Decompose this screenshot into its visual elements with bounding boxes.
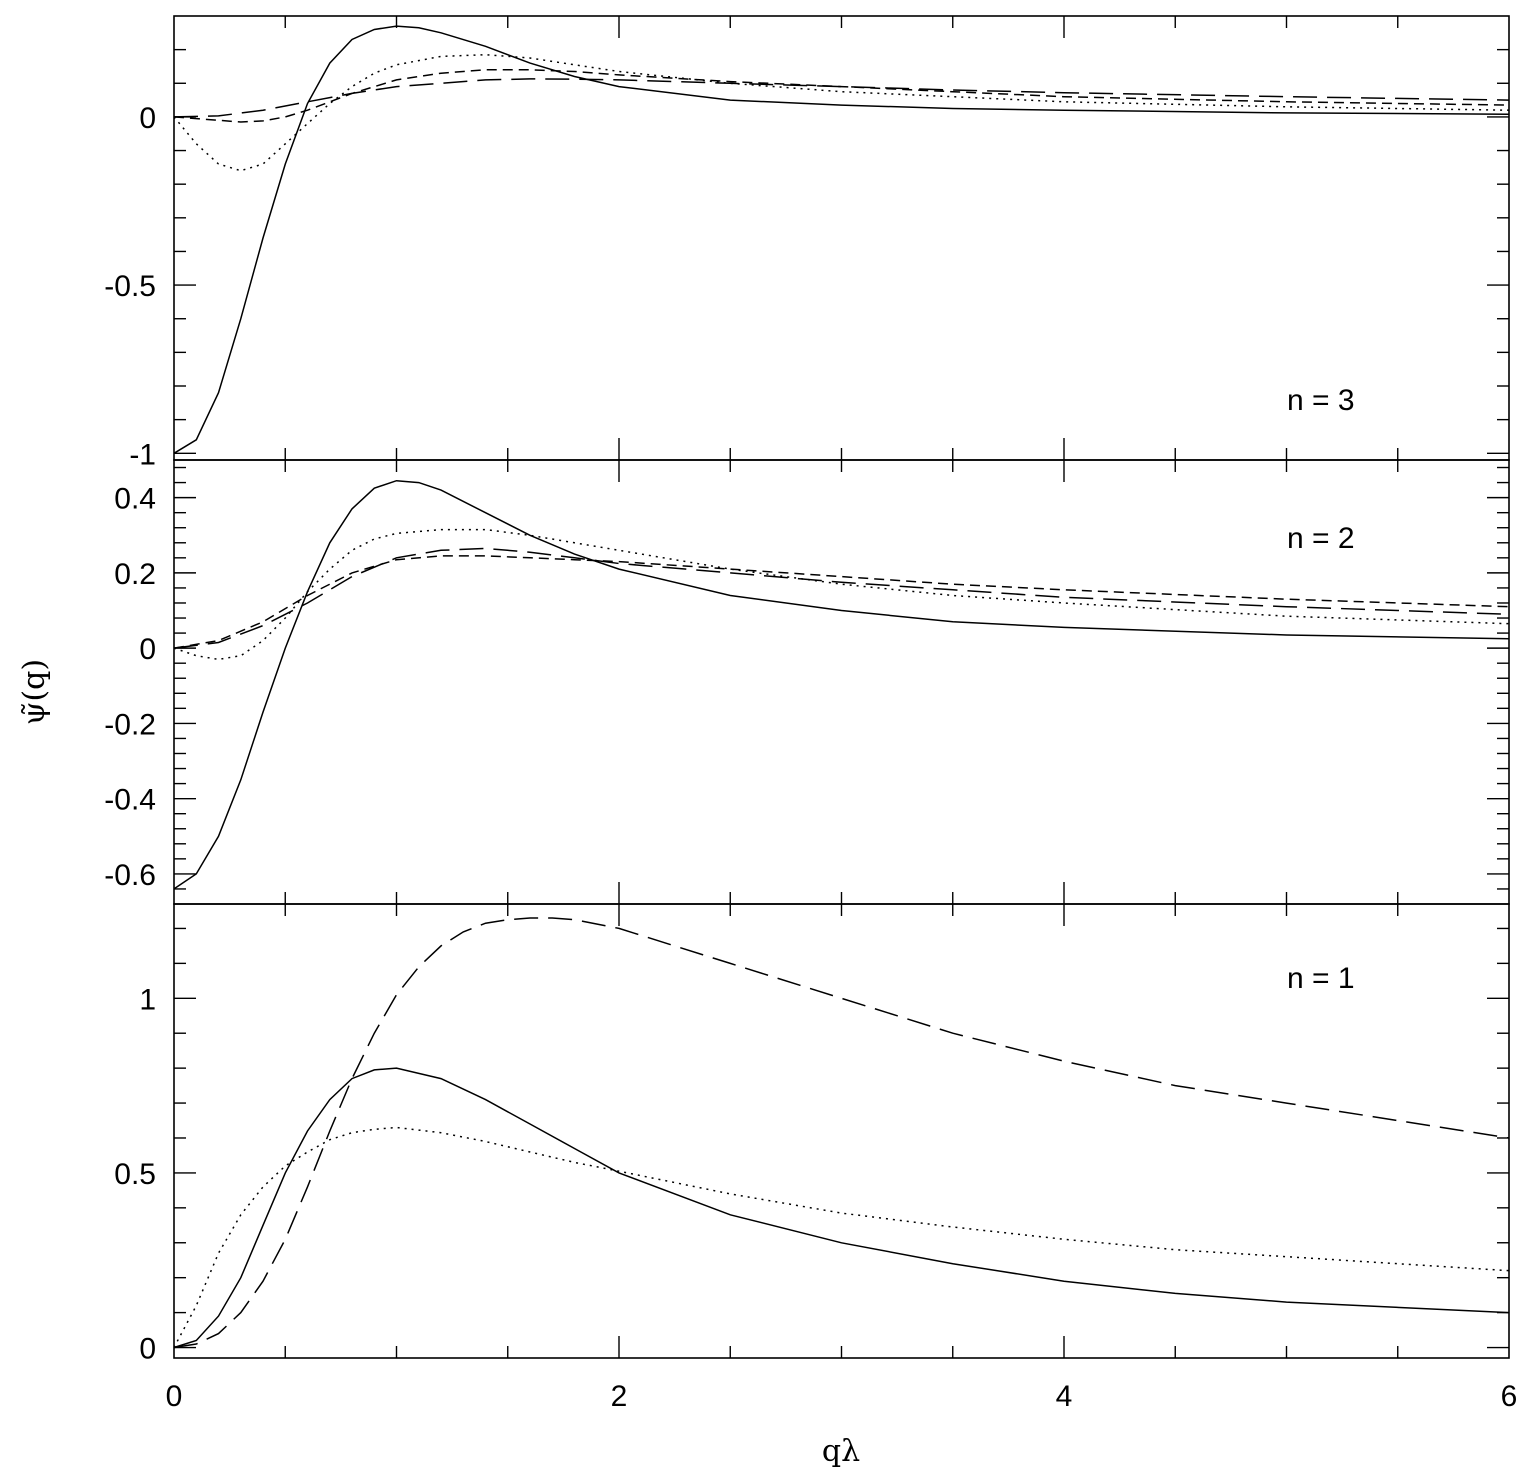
y-tick-label: -0.6 [104, 859, 156, 892]
y-tick-label: -0.5 [104, 270, 156, 303]
series-line-long-dash [173, 78, 1510, 118]
y-axis-label: ψ̃(q) [17, 659, 52, 725]
panel-annotation: n = 2 [1287, 522, 1355, 555]
x-tick-label: 4 [1056, 1380, 1073, 1413]
x-tick-labels: 0 2 4 6 [166, 1380, 1518, 1413]
panel-n2: 0.4 0.2 0 -0.2 -0.4 -0.6 n = 2 [104, 459, 1510, 905]
y-tick-label: -1 [129, 438, 156, 471]
series-line-solid [173, 479, 1510, 890]
series-line-long-dash [173, 547, 1510, 649]
x-tick-label: 2 [611, 1380, 628, 1413]
y-tick-label: 0 [139, 102, 156, 135]
series-line-short-dash [173, 555, 1510, 649]
x-tick-label: 6 [1501, 1380, 1518, 1413]
y-tick-label: 0.2 [114, 558, 156, 591]
y-tick-label: 0 [139, 633, 156, 666]
panel-n1: 1 0.5 0 n = 1 [114, 903, 1510, 1366]
panel-annotation: n = 3 [1287, 384, 1355, 417]
x-tick-label: 0 [166, 1380, 183, 1413]
series-line-long-dash [173, 917, 1510, 1349]
y-tick-label: 0.4 [114, 483, 156, 516]
series-line-dotted [173, 1126, 1510, 1348]
series-line-solid [173, 1067, 1510, 1349]
y-tick-label: -0.2 [104, 708, 156, 741]
series-line-short-dash [173, 69, 1510, 123]
series-line-solid [173, 25, 1510, 454]
y-tick-label: 1 [139, 983, 156, 1016]
x-axis-label: qλ [822, 1434, 860, 1469]
y-tick-label: 0 [139, 1333, 156, 1366]
y-tick-label: 0.5 [114, 1158, 156, 1191]
panel-annotation: n = 1 [1287, 962, 1355, 995]
panel-n3: 0 -0.5 -1 n = 3 [104, 15, 1510, 471]
y-tick-label: -0.4 [104, 784, 156, 817]
series-line-dotted [173, 53, 1510, 172]
